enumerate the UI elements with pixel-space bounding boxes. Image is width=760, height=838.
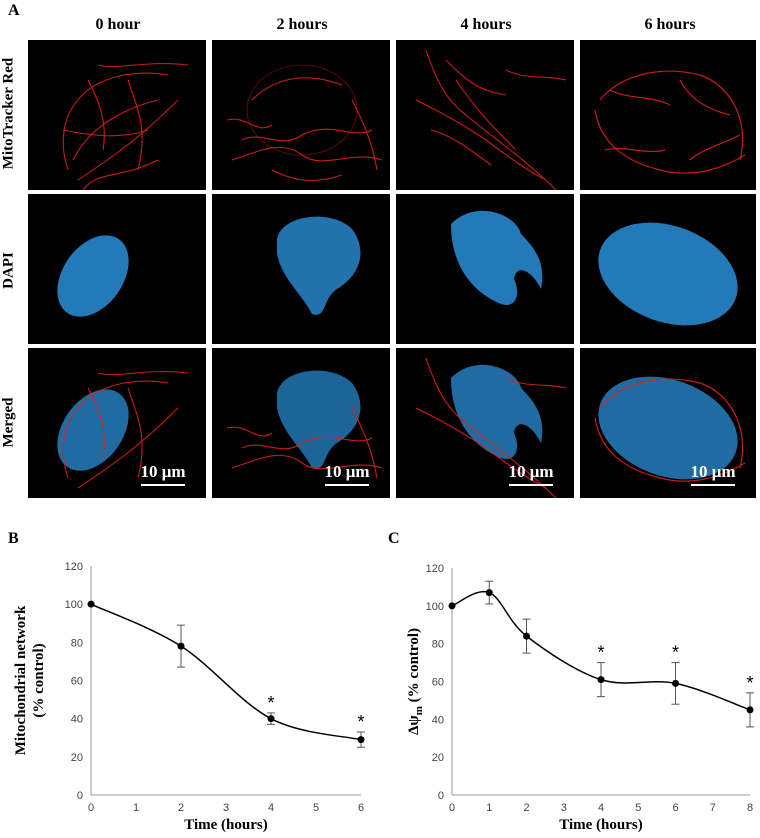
scale-bar-label: 10 μm	[324, 462, 370, 481]
x-axis-title: Time (hours)	[559, 817, 642, 833]
scale-bar-line	[325, 484, 369, 486]
micrograph-merged-2h: 10 μm	[212, 348, 390, 498]
y-tick-label: 80	[71, 637, 83, 649]
y-axis-title: Mitochondrial network (% control)	[13, 605, 47, 755]
x-tick-label: 1	[486, 802, 492, 814]
micrograph-mito-4h	[396, 40, 574, 190]
x-tick-label: 6	[672, 802, 678, 814]
micrograph-merged-6h: 10 μm	[580, 348, 756, 498]
scale-bar-label: 10 μm	[690, 462, 736, 481]
significance-star: *	[672, 643, 679, 663]
y-tick-label: 120	[426, 563, 444, 575]
series-line	[90, 603, 362, 741]
scale-bar-line	[691, 484, 735, 486]
x-tick-label: 4	[598, 802, 604, 814]
x-tick-label: 0	[88, 802, 94, 814]
x-tick-label: 6	[358, 802, 364, 814]
x-tick-label: 5	[313, 802, 319, 814]
scale-bar-line	[509, 484, 553, 486]
panel-b-letter: B	[8, 530, 19, 547]
column-header-4h: 4 hours	[460, 16, 512, 33]
y-tick-label: 40	[71, 714, 83, 726]
significance-star: *	[267, 693, 274, 713]
data-point	[597, 676, 605, 684]
micrograph-dapi-2h	[212, 194, 390, 344]
micrograph-dapi-4h	[396, 194, 574, 344]
x-axis-title: Time (hours)	[184, 817, 267, 833]
y-axis-title-text: Δψm (% control)	[406, 628, 425, 735]
x-tick-label: 5	[635, 802, 641, 814]
y-tick-label: 60	[432, 677, 444, 689]
data-point	[177, 642, 185, 650]
panel-a-letter: A	[8, 2, 20, 19]
micrograph-mito-2h	[212, 40, 390, 190]
data-point	[485, 589, 493, 597]
y-tick-label: 20	[71, 752, 83, 764]
scale-bar-label: 10 μm	[140, 462, 186, 481]
y-axis-title-rest: (% control)	[406, 628, 422, 706]
y-tick-label: 0	[77, 790, 83, 802]
panel-c-letter: C	[388, 530, 400, 547]
data-point	[746, 706, 754, 714]
scale-bar-2h: 10 μm	[312, 462, 382, 486]
x-tick-label: 1	[133, 802, 139, 814]
y-axis-title-symbol: Δψ	[406, 715, 422, 735]
significance-star: *	[357, 712, 364, 732]
micrograph-dapi-0h	[28, 194, 206, 344]
x-tick-label: 3	[561, 802, 567, 814]
data-point	[523, 632, 530, 640]
scale-bar-line	[141, 484, 185, 486]
micrograph-mito-0h	[28, 40, 206, 190]
x-tick-label: 4	[268, 802, 274, 814]
data-point	[87, 600, 95, 608]
micrograph-mito-6h	[580, 40, 756, 190]
scale-bar-4h: 10 μm	[496, 462, 566, 486]
y-tick-label: 0	[438, 790, 444, 802]
y-axis-title-line1: Mitochondrial network	[13, 605, 29, 755]
data-point	[672, 679, 679, 687]
y-axis-title: Δψm (% control)	[406, 628, 425, 735]
column-header-2h: 2 hours	[276, 16, 328, 33]
column-header-0h: 0 hour	[95, 16, 141, 33]
significance-star: *	[746, 673, 753, 693]
x-tick-label: 8	[747, 802, 753, 814]
y-tick-label: 80	[432, 639, 444, 651]
row-header-merged: Merged	[0, 397, 17, 448]
column-header-6h: 6 hours	[644, 16, 696, 33]
chart-membrane-potential: 0 20 40 60 80 100 120 0 1 2 3 4 5 6 7 8 Time (hours) Δψm …	[406, 563, 754, 833]
y-tick-label: 40	[432, 714, 444, 726]
chart-mitochondrial-network: 0 20 40 60 80 100 120 0 1 2 3 4 5 6 Time (hours) Mitoch…	[13, 561, 365, 833]
y-tick-label: 120	[65, 561, 83, 573]
significance-star: *	[597, 643, 604, 663]
scale-bar-label: 10 μm	[508, 462, 554, 481]
y-tick-label: 20	[432, 752, 444, 764]
micrograph-merged-4h: 10 μm	[396, 348, 574, 498]
data-point	[357, 736, 365, 744]
micrograph-merged-0h: 10 μm	[28, 348, 206, 498]
x-tick-label: 2	[523, 802, 529, 814]
scale-bar-0h: 10 μm	[128, 462, 198, 486]
row-header-mitotracker: MitoTracker Red	[0, 57, 17, 170]
x-tick-label: 3	[223, 802, 229, 814]
x-tick-label: 7	[710, 802, 716, 814]
y-tick-label: 60	[71, 676, 83, 688]
data-point	[267, 715, 275, 723]
y-tick-label: 100	[65, 599, 83, 611]
x-tick-label: 0	[449, 802, 455, 814]
micrograph-dapi-6h	[580, 194, 756, 344]
y-axis-title-line2: (% control)	[31, 643, 47, 717]
row-header-dapi: DAPI	[0, 252, 17, 289]
y-tick-label: 100	[426, 601, 444, 613]
y-axis-title-subscript: m	[413, 706, 425, 715]
scale-bar-6h: 10 μm	[678, 462, 748, 486]
x-tick-label: 2	[178, 802, 184, 814]
data-point	[448, 602, 456, 610]
